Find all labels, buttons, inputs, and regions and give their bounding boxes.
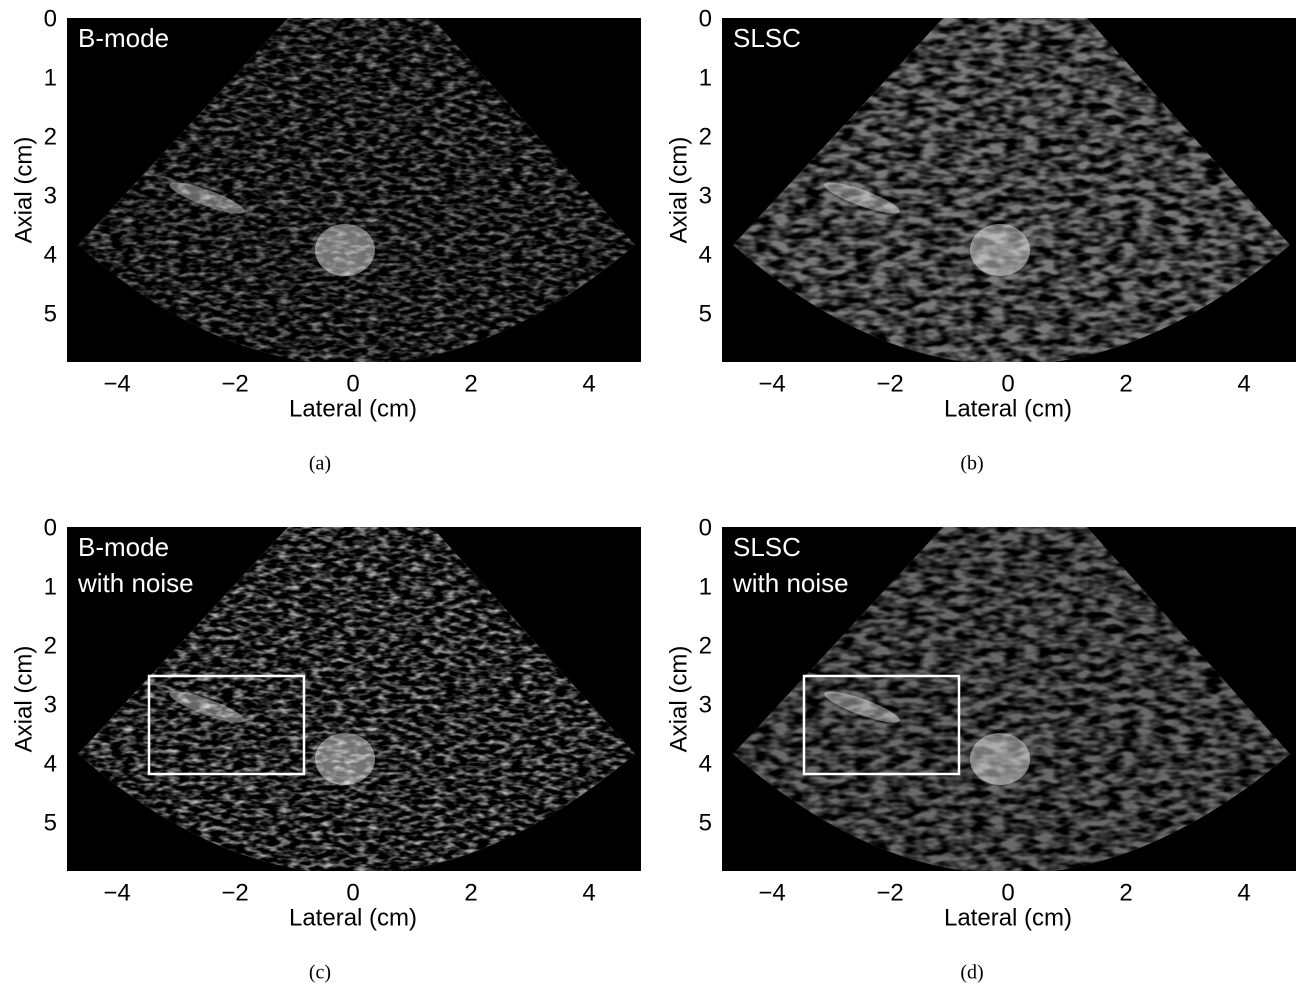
highlight-box bbox=[802, 674, 961, 776]
panel-label: with noise bbox=[732, 568, 849, 598]
y-tick-label: 4 bbox=[44, 750, 57, 777]
highlight-box bbox=[147, 674, 306, 776]
x-tick-label: −2 bbox=[876, 370, 903, 397]
x-tick-label: 0 bbox=[1001, 879, 1014, 906]
caption: (d) bbox=[960, 962, 983, 984]
y-axis-label: Axial (cm) bbox=[665, 137, 692, 244]
y-axis-label: Axial (cm) bbox=[10, 646, 37, 753]
caption: (c) bbox=[309, 962, 331, 984]
x-tick-label: −2 bbox=[876, 879, 903, 906]
y-tick-label: 3 bbox=[699, 182, 712, 209]
bright-structure bbox=[169, 691, 245, 723]
lesion bbox=[315, 733, 375, 785]
y-tick-label: 0 bbox=[44, 5, 57, 32]
panel-label: B-mode bbox=[78, 23, 169, 53]
x-axis-label: Lateral (cm) bbox=[944, 395, 1072, 422]
caption: (b) bbox=[960, 453, 983, 475]
y-tick-label: 2 bbox=[699, 123, 712, 150]
bright-structure bbox=[169, 182, 245, 214]
caption: (a) bbox=[309, 453, 331, 475]
y-tick-label: 5 bbox=[699, 300, 712, 327]
panel-label: with noise bbox=[77, 568, 194, 598]
bright-structure bbox=[824, 691, 900, 723]
y-axis-label: Axial (cm) bbox=[665, 646, 692, 753]
x-tick-label: −4 bbox=[758, 370, 785, 397]
x-tick-label: −4 bbox=[758, 879, 785, 906]
y-axis-label: Axial (cm) bbox=[10, 137, 37, 244]
y-tick-label: 5 bbox=[44, 809, 57, 836]
panel: B-mode −4 −2 0 2 4 0 1 2 3 4 5 Lateral (cm) Axial (cm… bbox=[10, 5, 641, 475]
x-tick-label: 0 bbox=[346, 370, 359, 397]
y-tick-label: 4 bbox=[699, 750, 712, 777]
lesion bbox=[315, 224, 375, 276]
panel-label: SLSC bbox=[733, 532, 801, 562]
x-axis-label: Lateral (cm) bbox=[289, 904, 417, 931]
y-tick-label: 4 bbox=[44, 241, 57, 268]
y-tick-label: 3 bbox=[44, 182, 57, 209]
x-tick-label: 4 bbox=[582, 879, 595, 906]
y-tick-label: 2 bbox=[44, 632, 57, 659]
y-tick-label: 2 bbox=[699, 632, 712, 659]
panel: SLSC with noise −4 −2 0 2 4 0 1 2 3 4 5 Lateral (cm) A… bbox=[665, 514, 1296, 984]
x-axis-label: Lateral (cm) bbox=[944, 904, 1072, 931]
bright-structure bbox=[824, 182, 900, 214]
x-tick-label: 0 bbox=[346, 879, 359, 906]
panel-label: SLSC bbox=[733, 23, 801, 53]
x-tick-label: 0 bbox=[1001, 370, 1014, 397]
x-tick-label: 2 bbox=[464, 370, 477, 397]
y-tick-label: 3 bbox=[699, 691, 712, 718]
x-tick-label: 4 bbox=[1237, 370, 1250, 397]
y-tick-label: 0 bbox=[44, 514, 57, 541]
y-tick-label: 1 bbox=[44, 573, 57, 600]
y-tick-label: 1 bbox=[44, 64, 57, 91]
y-tick-label: 1 bbox=[699, 573, 712, 600]
panel: B-mode with noise −4 −2 0 2 4 0 1 2 3 4 5 Lateral (cm… bbox=[10, 514, 641, 984]
y-tick-label: 2 bbox=[44, 123, 57, 150]
x-tick-label: −4 bbox=[103, 370, 130, 397]
lesion bbox=[970, 224, 1030, 276]
x-axis-label: Lateral (cm) bbox=[289, 395, 417, 422]
y-tick-label: 4 bbox=[699, 241, 712, 268]
y-tick-label: 5 bbox=[44, 300, 57, 327]
panel-label: B-mode bbox=[78, 532, 169, 562]
y-tick-label: 3 bbox=[44, 691, 57, 718]
x-tick-label: −4 bbox=[103, 879, 130, 906]
lesion bbox=[970, 733, 1030, 785]
x-tick-label: 2 bbox=[464, 879, 477, 906]
y-tick-label: 0 bbox=[699, 5, 712, 32]
y-tick-label: 5 bbox=[699, 809, 712, 836]
x-tick-label: 2 bbox=[1119, 370, 1132, 397]
x-tick-label: 4 bbox=[1237, 879, 1250, 906]
y-tick-label: 1 bbox=[699, 64, 712, 91]
panel: SLSC −4 −2 0 2 4 0 1 2 3 4 5 Lateral (cm) Axial (cm) (… bbox=[665, 5, 1296, 475]
x-tick-label: −2 bbox=[221, 879, 248, 906]
x-tick-label: 4 bbox=[582, 370, 595, 397]
y-tick-label: 0 bbox=[699, 514, 712, 541]
x-tick-label: −2 bbox=[221, 370, 248, 397]
x-tick-label: 2 bbox=[1119, 879, 1132, 906]
